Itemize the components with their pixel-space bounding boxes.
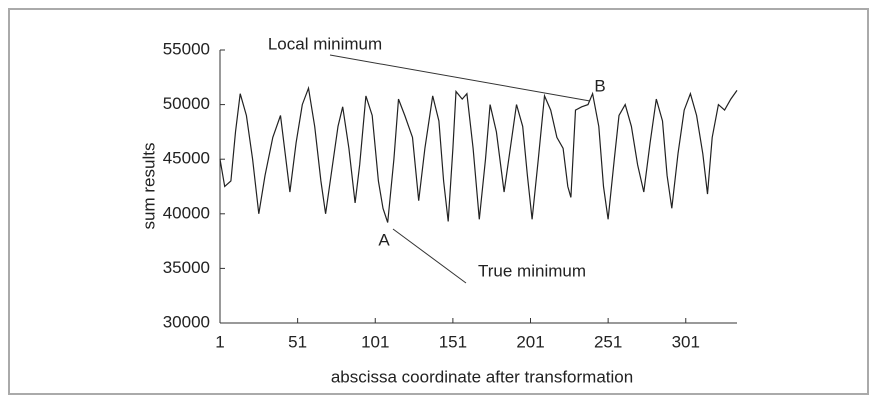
x-tick-label: 1 xyxy=(215,332,224,351)
y-tick-label: 50000 xyxy=(163,94,210,113)
annotation: A xyxy=(378,230,390,249)
y-tick-label: 35000 xyxy=(163,258,210,277)
y-tick-label: 30000 xyxy=(163,312,210,331)
y-tick-label: 45000 xyxy=(163,149,210,168)
annotation-arrow xyxy=(392,228,467,284)
data-line xyxy=(219,85,738,223)
x-tick-label: 201 xyxy=(516,332,544,351)
x-axis-label: abscissa coordinate after transformation xyxy=(331,367,633,386)
annotation: True minimum xyxy=(478,261,586,280)
y-tick-label: 40000 xyxy=(163,203,210,222)
x-tick-label: 101 xyxy=(361,332,389,351)
x-tick-label: 151 xyxy=(439,332,467,351)
y-tick-label: 55000 xyxy=(163,39,210,58)
frame xyxy=(8,8,869,395)
annotation: Local minimum xyxy=(268,34,382,53)
annotation: B xyxy=(594,76,605,95)
annotation-arrow xyxy=(329,54,591,102)
x-tick-label: 251 xyxy=(594,332,622,351)
x-tick-label: 301 xyxy=(672,332,700,351)
y-axis-label: sum results xyxy=(139,143,158,230)
x-tick-label: 51 xyxy=(288,332,307,351)
